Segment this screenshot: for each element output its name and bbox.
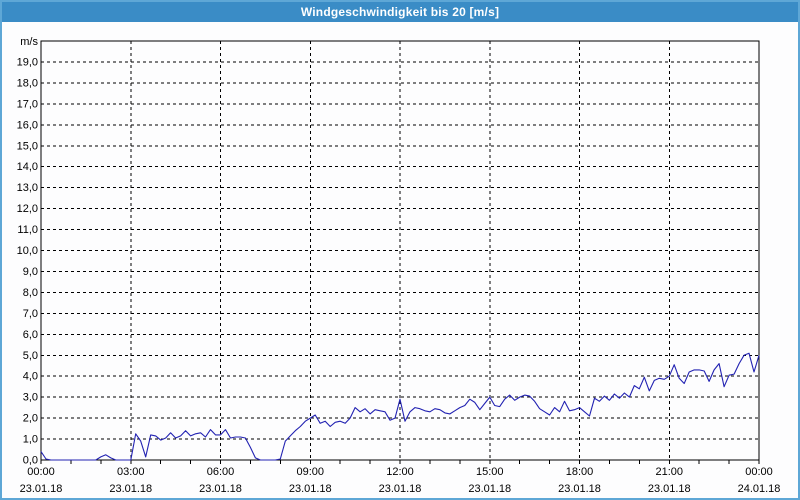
x-tick-date-label: 23.01.18: [109, 483, 152, 495]
y-tick-label: 15,0: [17, 140, 38, 152]
x-tick-date-label: 23.01.18: [289, 483, 332, 495]
y-tick-label: 19,0: [17, 56, 38, 68]
y-axis-labels: 0,0 1,0 2,0 3,0 4,0 5,0 6,0 7,0 8,0 9,0 10,0 11,0 12…: [17, 36, 39, 467]
x-tick-time-label: 03:00: [117, 466, 145, 478]
y-tick-label: 17,0: [17, 98, 38, 110]
x-tick-time-label: 12:00: [386, 466, 414, 478]
x-tick-date-label: 23.01.18: [20, 483, 63, 495]
wind-speed-series: [40, 352, 760, 461]
y-tick-label: 14,0: [17, 161, 38, 173]
y-tick-label: 18,0: [17, 77, 38, 89]
x-tick-time-label: 06:00: [207, 466, 235, 478]
y-tick-label: 16,0: [17, 119, 38, 131]
x-tick-date-label: 23.01.18: [648, 483, 691, 495]
x-tick-time-label: 21:00: [655, 466, 683, 478]
x-tick-time-label: 00:00: [27, 466, 55, 478]
y-tick-label: 0,0: [23, 455, 38, 467]
chart-title: Windgeschwindigkeit bis 20 [m/s]: [300, 5, 500, 19]
y-tick-label: 3,0: [23, 392, 38, 404]
x-tick-date-label: 23.01.18: [199, 483, 242, 495]
y-tick-label: 12,0: [17, 203, 38, 215]
x-tick-date-label: 23.01.18: [468, 483, 511, 495]
x-tick-time-label: 09:00: [296, 466, 324, 478]
y-tick-label: 4,0: [23, 371, 38, 383]
plot-region: 0,0 1,0 2,0 3,0 4,0 5,0 6,0 7,0 8,0 9,0 10,0 11,0 12…: [2, 22, 798, 498]
x-tick-time-label: 18:00: [566, 466, 594, 478]
y-tick-label: 9,0: [23, 266, 38, 278]
y-tick-label: 11,0: [17, 224, 38, 236]
x-tick-date-label: 23.01.18: [379, 483, 422, 495]
wind-speed-chart: 0,0 1,0 2,0 3,0 4,0 5,0 6,0 7,0 8,0 9,0 10,0 11,0 12…: [17, 36, 781, 495]
y-tick-label: 8,0: [23, 287, 38, 299]
wind-speed-line: [40, 352, 760, 461]
y-tick-label: 10,0: [17, 245, 38, 257]
x-tick-time-label: 00:00: [745, 466, 773, 478]
x-axis-labels: 00:00 23.01.18 03:00 23.01.18 06:00 23.01.18 0…: [20, 466, 781, 495]
y-tick-label: 13,0: [17, 182, 38, 194]
chart-title-bar: Windgeschwindigkeit bis 20 [m/s]: [2, 2, 798, 22]
axis-ticks: [40, 460, 760, 464]
y-tick-label: 6,0: [23, 329, 38, 341]
y-tick-label: 1,0: [23, 434, 38, 446]
y-axis-unit-label: m/s: [20, 36, 38, 48]
axis-frame: [40, 40, 760, 461]
y-tick-label: 5,0: [23, 350, 38, 362]
y-tick-label: 2,0: [23, 413, 38, 425]
y-tick-label: 7,0: [23, 308, 38, 320]
x-tick-date-label: 24.01.18: [738, 483, 781, 495]
x-tick-date-label: 23.01.18: [558, 483, 601, 495]
x-tick-time-label: 15:00: [476, 466, 504, 478]
grid-lines: [41, 41, 759, 460]
